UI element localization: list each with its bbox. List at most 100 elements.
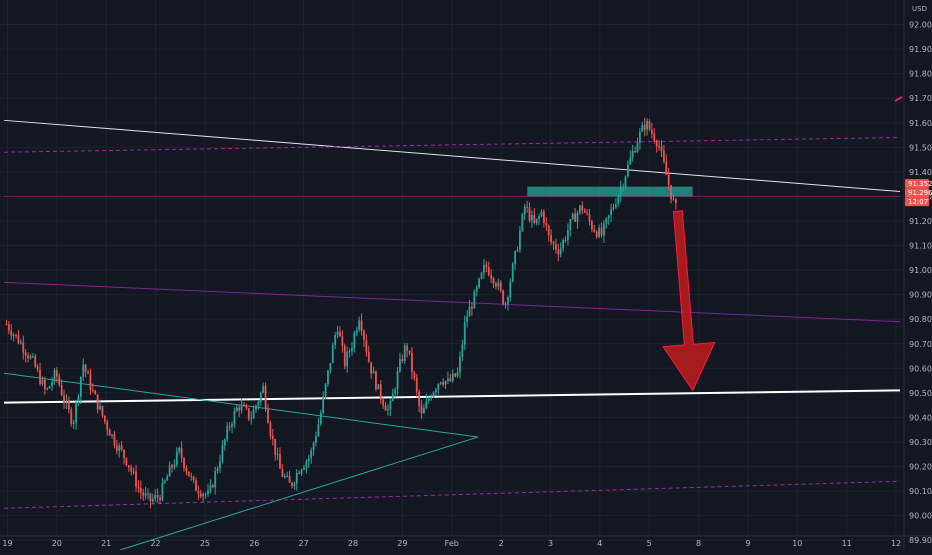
candle-body [250,418,253,420]
candle-body [31,356,34,358]
candle-body [480,272,483,279]
resistance-zone[interactable] [527,186,693,197]
candle-body [312,443,315,451]
candle-body [17,334,20,344]
candle-body [247,408,250,419]
candle-body [403,345,406,361]
descending-trendline[interactable] [3,119,901,193]
candle-body [509,281,512,298]
candle-body [324,383,327,397]
candle-body [127,465,130,468]
candle-body [79,376,82,397]
candle-body [528,207,531,221]
y-tick-label: 91.500 [909,143,932,152]
candle-body [396,371,399,390]
candle-body [113,434,116,446]
candle-body [123,449,125,458]
candle-body [269,422,272,437]
candle-body [535,218,538,223]
candle-body [274,438,277,455]
channel-line[interactable] [3,137,901,153]
x-tick-label: 28 [348,539,358,548]
candle-body [646,120,648,130]
candle-body [399,359,401,372]
x-tick-label: Feb [445,539,459,548]
y-axis[interactable]: 92.000 91.900 91.800 91.700 91.600 91.500 91.4… [909,21,932,546]
candle-body [439,382,442,384]
candle-body [259,392,262,402]
candle-body [96,394,99,410]
candle-body [614,204,617,208]
candle-body [329,363,332,371]
candle-body [51,381,53,387]
candle-body [58,376,61,385]
candle-body [600,227,603,236]
x-axis[interactable]: 19 20 21 22 25 26 27 28 29 Feb 2 3 4 5 8 9 10 11 12 [2,539,901,548]
candle-body [84,364,87,372]
candle-body [125,457,128,466]
candle-body [48,386,51,389]
candle-body [406,345,409,351]
candle-body [423,408,425,414]
candle-body [674,199,677,204]
x-tick-label: 9 [745,539,750,548]
candle-body [617,195,620,205]
x-tick-label: 3 [548,539,553,548]
channel-line[interactable] [3,281,901,323]
x-tick-label: 22 [150,539,160,548]
support-line[interactable] [3,389,901,404]
candle-body [660,146,663,151]
candle-body [360,320,363,331]
candle-body [147,493,149,495]
y-tick-label: 91.900 [909,45,932,54]
candle-body [638,131,641,143]
short-position-marker[interactable] [894,96,903,102]
candle-body [339,331,341,337]
bearish-arrow[interactable] [662,210,716,392]
y-tick-label: 90.000 [909,512,932,521]
candle-body [293,483,296,486]
candle-body [255,405,257,410]
candle-body [101,405,104,416]
candle-body [190,476,193,478]
candle-body [166,476,169,481]
candle-body [197,490,200,494]
candle-body [202,494,205,497]
y-tick-label: 90.900 [909,291,932,300]
candle-body [622,186,624,188]
candle-body [12,334,15,336]
candle-body [531,215,533,221]
candle-body [29,356,32,359]
triangle-pattern[interactable] [3,372,479,551]
candle-body [435,389,437,393]
candle-body [547,225,550,236]
candle-body [34,356,37,367]
candle-body [394,389,397,394]
channel-line[interactable] [3,480,901,509]
candle-body [576,212,579,222]
candle-body [619,187,622,196]
candle-body [415,378,418,392]
candle-body [55,370,58,377]
candle-body [171,465,173,468]
candle-body [507,297,509,304]
candle-body [219,461,221,469]
candle-body [643,125,646,130]
candle-body [574,213,577,222]
candle-body [178,447,181,452]
x-tick-label: 12 [891,539,901,548]
candle-body [432,392,435,397]
candle-body [221,445,224,462]
candle-body [77,396,80,402]
candle-body [449,378,452,381]
candle-body [487,267,490,276]
candle-body [281,468,284,477]
candle-body [653,133,656,142]
candle-body [483,265,485,273]
candle-body [132,471,135,473]
candle-body [43,379,46,389]
y-tick-label: 91.800 [909,70,932,79]
candle-body [341,336,344,346]
